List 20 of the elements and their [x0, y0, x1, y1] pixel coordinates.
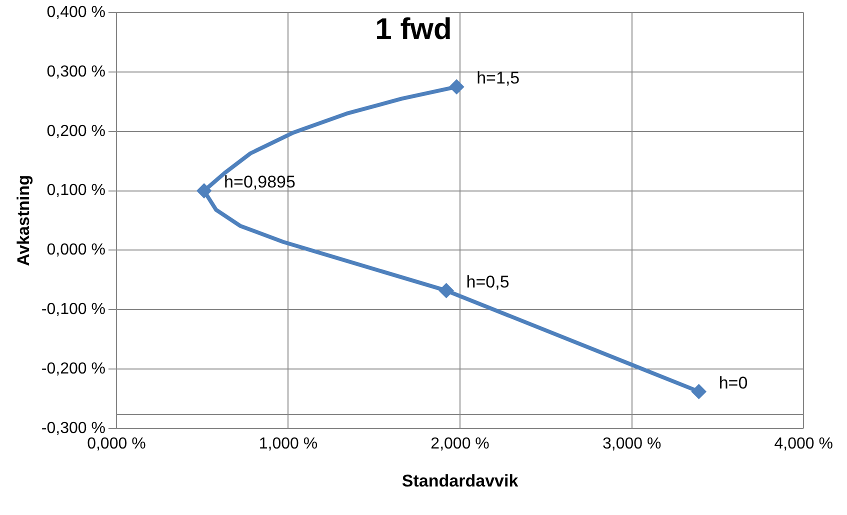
y-tick-label: -0,300 %: [41, 420, 106, 437]
y-tick-label: -0,200 %: [41, 360, 106, 378]
y-axis-title: Avkastning: [14, 174, 33, 266]
x-axis-title: Standardavvik: [402, 471, 519, 490]
annotation: h=0,9895: [224, 172, 296, 192]
y-tick-label: 0,300 %: [46, 63, 106, 80]
chart-title: 1 fwd: [375, 12, 452, 46]
y-tick-label: -0,100 %: [41, 301, 106, 318]
x-tick-label: 1,000 %: [258, 435, 318, 452]
x-tick-label: 4,000 %: [774, 435, 834, 452]
x-tick-label: 0,000 %: [87, 435, 146, 452]
y-tick-label: 0,000 %: [46, 242, 106, 259]
annotation: h=0: [718, 373, 748, 392]
y-tick-label: 0,200 %: [46, 122, 106, 140]
x-tick-label: 2,000 %: [430, 435, 490, 452]
x-tick-label: 3,000 %: [602, 435, 662, 452]
annotation: h=1,5: [476, 68, 520, 88]
y-tick-label: 0,400 %: [46, 4, 106, 22]
annotation: h=0,5: [466, 272, 510, 292]
y-tick-label: 0,100 %: [46, 182, 106, 200]
